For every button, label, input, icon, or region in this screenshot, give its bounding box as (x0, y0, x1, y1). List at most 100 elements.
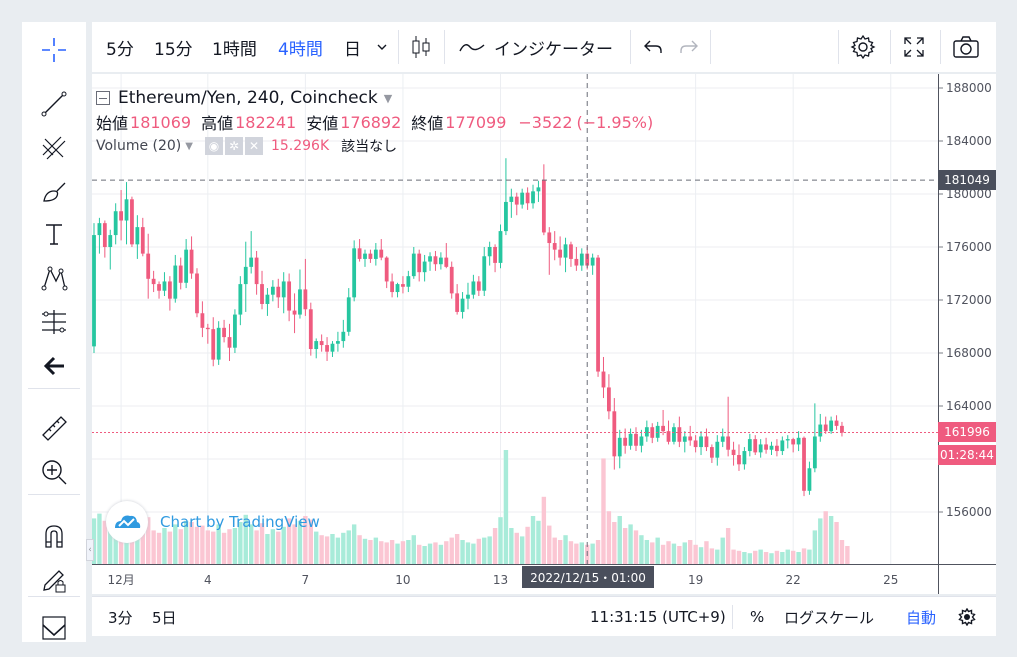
candle-body (812, 436, 817, 469)
volume-dropdown-icon[interactable]: ▼ (185, 140, 193, 152)
volume-bar (314, 531, 319, 564)
volume-bar (270, 529, 276, 564)
brush-icon[interactable] (22, 170, 86, 214)
volume-bar (183, 520, 189, 564)
candle-body (395, 284, 400, 293)
volume-bar (845, 546, 850, 564)
interval-4h-button[interactable]: 4時間 (278, 39, 323, 60)
volume-visibility-eye-icon[interactable]: ◉ (204, 137, 223, 155)
volume-bar (449, 537, 454, 564)
candle-body (682, 436, 687, 442)
volume-bar (671, 543, 677, 564)
text-icon[interactable] (22, 212, 86, 256)
candle-body (590, 257, 595, 266)
magnet-icon[interactable] (22, 514, 86, 558)
interval-5m-button[interactable]: 5分 (106, 39, 134, 60)
volume-bar (801, 548, 807, 564)
volume-bar (601, 458, 606, 564)
range-3m-button[interactable]: 3分 (108, 608, 133, 627)
candle-body (536, 187, 541, 192)
volume-settings-icon[interactable]: ✲ (224, 137, 243, 155)
crosshair-icon[interactable] (22, 28, 86, 72)
volume-bar (438, 544, 444, 564)
volume-bar (655, 537, 660, 564)
volume-bar (216, 524, 221, 564)
symbol-title[interactable]: Ethereum/Yen, 240, Coincheck (118, 88, 378, 108)
collapse-legend-icon[interactable] (96, 91, 110, 105)
redo-icon[interactable] (678, 22, 700, 72)
candle-body (791, 439, 796, 445)
zoom-in-icon[interactable] (22, 450, 86, 494)
candle-body (693, 440, 698, 448)
scroll-left-handle[interactable]: ‹ (86, 539, 94, 561)
interval-1h-button[interactable]: 1時間 (212, 39, 257, 60)
candle-body (417, 253, 422, 273)
volume-remove-icon[interactable]: ✕ (244, 137, 263, 155)
volume-bar (118, 528, 124, 564)
candle-body (189, 249, 194, 274)
undo-icon[interactable] (642, 22, 664, 72)
snapshot-camera-icon[interactable] (952, 22, 980, 72)
candle-body (303, 289, 308, 310)
clock-timezone[interactable]: 11:31:15 (UTC+9) (590, 608, 726, 626)
indicators-icon (459, 44, 485, 52)
volume-label[interactable]: Volume (20) (96, 138, 182, 154)
volume-bar (417, 544, 422, 564)
fullscreen-icon[interactable] (902, 22, 926, 72)
volume-bar (303, 516, 308, 564)
settings-gear-icon[interactable] (850, 22, 876, 72)
candle-body (195, 273, 199, 314)
candle-body (233, 314, 237, 348)
candle-body (823, 424, 828, 432)
volume-bar (514, 532, 519, 564)
interval-15m-button[interactable]: 15分 (154, 39, 193, 60)
change-value: −3522 (518, 112, 573, 132)
candle-body (834, 420, 839, 426)
symbol-dropdown-icon[interactable]: ▼ (383, 91, 393, 105)
candle-body (785, 439, 790, 441)
tradingview-watermark[interactable]: Chart by TradingView (106, 501, 320, 543)
candle-body (466, 294, 470, 299)
prediction-icon[interactable] (22, 300, 86, 344)
low-value: 176892 (340, 112, 402, 132)
candle-body (482, 256, 487, 291)
time-axis-label: 7 (302, 573, 310, 587)
trendline-icon[interactable] (22, 82, 86, 126)
candle-body (428, 256, 432, 262)
indicators-button[interactable]: インジケーター (458, 22, 613, 72)
volume-bar (644, 540, 650, 564)
pattern-icon[interactable] (22, 256, 86, 300)
pitchfork-icon[interactable] (22, 126, 86, 170)
volume-bar (785, 549, 790, 564)
log-scale-toggle[interactable]: ログスケール (784, 608, 875, 627)
candle-body (287, 281, 292, 311)
chart-settings-gear-icon[interactable] (958, 597, 976, 637)
eye-icon[interactable] (22, 606, 86, 650)
close-label: 終値 (411, 114, 444, 133)
percent-scale-toggle[interactable]: % (750, 608, 765, 626)
candle-body (455, 293, 460, 312)
candle-body (276, 286, 281, 298)
volume-bar (205, 530, 211, 564)
range-5d-button[interactable]: 5日 (152, 608, 177, 627)
candle-body (379, 249, 384, 258)
interval-1d-button[interactable]: 日 (344, 39, 361, 60)
auto-scale-toggle[interactable]: 自動 (906, 608, 937, 627)
back-arrow-icon[interactable] (22, 344, 86, 388)
volume-bar (444, 541, 449, 564)
price-chart[interactable]: 1560001600001640001680001720001760001800… (92, 74, 996, 594)
candle-style-icon[interactable] (410, 22, 432, 72)
candle-body (200, 313, 205, 328)
volume-bar (525, 526, 530, 564)
candle-body (601, 371, 606, 388)
ruler-icon[interactable] (22, 406, 86, 450)
volume-bar (232, 528, 238, 564)
interval-dropdown-chevron-icon[interactable] (376, 22, 388, 72)
candle-body (211, 329, 216, 360)
last-price-tag: 161996 (938, 422, 996, 442)
candle-body (655, 425, 660, 438)
chart-pane[interactable]: 1560001600001640001680001720001760001800… (86, 74, 996, 594)
lock-drawing-icon[interactable] (22, 558, 86, 602)
open-value: 181069 (130, 112, 192, 132)
top-toolbar: 5分 15分 1時間 4時間 日 インジケーター (92, 22, 996, 72)
